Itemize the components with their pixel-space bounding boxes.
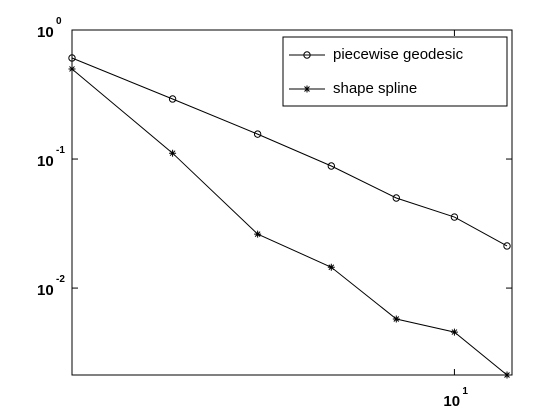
legend-label: piecewise geodesic: [333, 46, 464, 63]
marker: [253, 130, 262, 138]
x-tick-label: 10: [443, 393, 460, 410]
marker: [450, 213, 459, 221]
marker: [503, 371, 511, 379]
marker: [392, 315, 400, 323]
marker: [254, 230, 262, 238]
marker: [450, 328, 458, 336]
series-line: [71, 57, 508, 247]
y-tick-label: 10: [37, 24, 54, 41]
marker: [327, 162, 336, 170]
y-tick-exponent: -2: [56, 274, 65, 285]
legend-box: [282, 36, 508, 107]
marker: [392, 194, 400, 202]
y-tick-label: 10: [37, 282, 54, 299]
legend: piecewise geodesic shape spline: [282, 36, 508, 107]
marker: [169, 149, 177, 157]
legend-marker: [303, 85, 311, 93]
legend-marker: [303, 51, 311, 59]
y-tick-label: 10: [37, 153, 54, 170]
marker: [68, 65, 76, 73]
x-tick-exponent: 1: [462, 386, 468, 397]
marker: [327, 263, 335, 271]
y-tick-exponent: 0: [56, 16, 62, 27]
legend-label: shape spline: [333, 80, 417, 97]
marker: [168, 95, 177, 103]
marker: [68, 54, 76, 62]
y-tick-exponent: -1: [56, 145, 65, 156]
marker: [503, 242, 511, 250]
